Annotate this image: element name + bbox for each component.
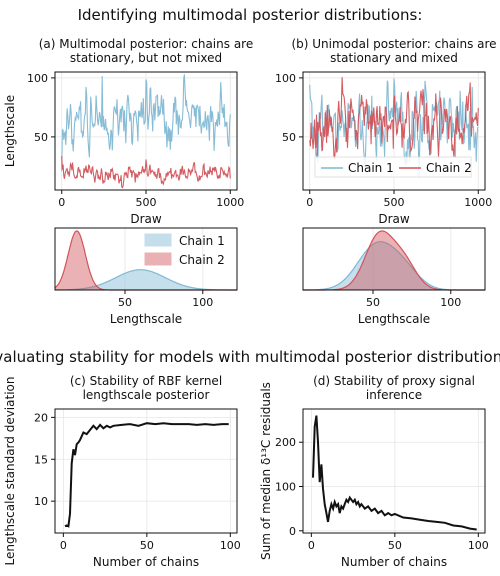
- y-axis-label: Lengthscale: [3, 95, 17, 167]
- panel-a-trace-plot: 0 500 1000 50 100 Draw (a) Multimodal posterio…: [3, 37, 253, 226]
- legend-label: Chain 2: [426, 161, 472, 175]
- x-tick-label: 100: [220, 539, 241, 552]
- x-tick-label: 50: [388, 539, 402, 552]
- x-tick-label: 0: [60, 539, 67, 552]
- panel-b-density-plot: 50 100 Lengthscale: [302, 227, 486, 326]
- y-tick-label: 15: [34, 453, 48, 466]
- y-axis-label: Sum of median δ¹³C residuals: [259, 382, 273, 560]
- density-area: [303, 231, 485, 290]
- x-tick-label: 500: [136, 196, 157, 209]
- header-bottom: Evaluating stability for models with mul…: [0, 348, 500, 366]
- density-area: [303, 241, 485, 290]
- panel-b-trace-plot: 0 500 1000 50 100 Draw (b) Unimodal posterior:…: [275, 37, 497, 226]
- y-axis-label: Lengthscale standard deviation: [3, 377, 17, 566]
- x-tick-label: 100: [192, 296, 213, 309]
- x-tick-label: 1000: [464, 196, 492, 209]
- x-axis-label: Lengthscale: [110, 312, 182, 326]
- series-line: [64, 422, 229, 528]
- x-axis-label: Number of chains: [341, 555, 447, 569]
- series-line: [61, 74, 231, 172]
- y-tick-label: 10: [34, 495, 48, 508]
- x-axis-label: Draw: [130, 212, 162, 226]
- y-tick-label: 100: [275, 72, 296, 85]
- y-tick-label: 50: [34, 131, 48, 144]
- series-line: [309, 77, 479, 160]
- panel-c-stability-plot: 0 50 100 10 15 20 Number of chains (c) Stabilit…: [3, 374, 241, 569]
- header-top: Identifying multimodal posterior distrib…: [78, 6, 423, 24]
- panel-title: lengthscale posterior: [83, 388, 210, 402]
- panel-d-stability-plot: 0 50 100 0 100 200 Number of chains (d) Stabili…: [259, 374, 489, 569]
- panel-a-density-plot: 50 100 Lengthscale Chain 1 Chain 2: [54, 227, 238, 326]
- legend-box: [314, 156, 472, 178]
- y-tick-label: 100: [27, 72, 48, 85]
- y-tick-label: 100: [275, 481, 296, 494]
- x-tick-label: 500: [384, 196, 405, 209]
- y-tick-label: 0: [289, 525, 296, 538]
- x-tick-label: 50: [140, 539, 154, 552]
- plot-frame: [302, 227, 486, 291]
- panel-title: stationary and mixed: [330, 51, 458, 65]
- panel-title: (a) Multimodal posterior: chains are: [39, 37, 253, 51]
- x-tick-label: 0: [308, 539, 315, 552]
- legend-label: Chain 1: [179, 234, 225, 248]
- y-tick-label: 20: [34, 411, 48, 424]
- x-tick-label: 50: [118, 296, 132, 309]
- x-axis-label: Lengthscale: [358, 312, 430, 326]
- x-tick-label: 100: [440, 296, 461, 309]
- x-tick-label: 0: [306, 196, 313, 209]
- panel-title: (c) Stability of RBF kernel: [70, 374, 222, 388]
- legend-label: Chain 2: [179, 253, 225, 267]
- plot-frame: [302, 408, 486, 534]
- panel-title: inference: [366, 388, 422, 402]
- plot-frame: [54, 227, 238, 291]
- legend-label: Chain 1: [348, 161, 394, 175]
- legend-swatch: [144, 252, 172, 266]
- series-line: [309, 78, 479, 178]
- panel-title: (b) Unimodal posterior: chains are: [291, 37, 496, 51]
- legend-swatch: [144, 233, 172, 247]
- panel-title: stationary, but not mixed: [70, 51, 222, 65]
- x-tick-label: 100: [468, 539, 489, 552]
- plot-frame: [54, 408, 238, 534]
- x-axis-label: Draw: [378, 212, 410, 226]
- series-line: [61, 156, 231, 189]
- x-tick-label: 50: [366, 296, 380, 309]
- series-line: [312, 415, 477, 531]
- y-tick-label: 50: [282, 131, 296, 144]
- x-axis-label: Number of chains: [93, 555, 199, 569]
- panel-title: (d) Stability of proxy signal: [313, 374, 475, 388]
- y-tick-label: 200: [275, 436, 296, 449]
- x-tick-label: 0: [58, 196, 65, 209]
- x-tick-label: 1000: [216, 196, 244, 209]
